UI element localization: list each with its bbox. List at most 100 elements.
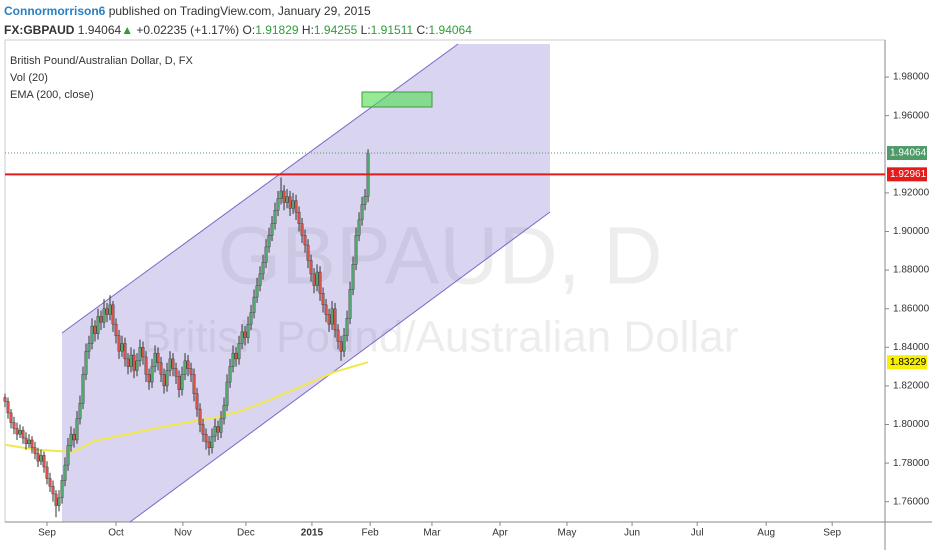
candle-body: [360, 204, 364, 221]
l-label: L:: [360, 23, 371, 37]
candle-body: [183, 360, 187, 375]
candle-body: [237, 343, 241, 360]
candle-body: [57, 497, 61, 506]
candle-body: [168, 358, 172, 371]
candle-body: [204, 433, 208, 443]
candle-body: [351, 264, 355, 290]
candle-body: [147, 374, 151, 383]
candle-body: [279, 190, 283, 199]
candle-body: [225, 381, 229, 406]
x-tick-label: Nov: [174, 528, 192, 539]
legend-title: British Pound/Australian Dollar, D, FX: [10, 55, 193, 67]
candle-body: [135, 360, 139, 371]
y-tick-label: 1.80000: [893, 419, 930, 430]
last-price-label: 1.94064: [890, 148, 927, 159]
candle-body: [18, 430, 22, 435]
candle-body: [132, 354, 136, 371]
candle-body: [255, 285, 259, 298]
candle-body: [45, 466, 49, 479]
candle-body: [99, 316, 103, 323]
x-tick-label: Dec: [237, 528, 255, 539]
candle-body: [48, 478, 52, 487]
candle-body: [156, 352, 160, 363]
candle-body: [162, 374, 166, 387]
candle-body: [60, 480, 64, 499]
x-tick-label: Feb: [362, 528, 380, 539]
candle-body: [243, 331, 247, 338]
last-price-label-box: [887, 146, 927, 161]
y-tick-label: 1.90000: [893, 226, 930, 237]
c-label: C:: [416, 23, 429, 37]
candle-body: [189, 368, 193, 375]
c-value: 1.94064: [428, 23, 472, 37]
candle-body: [234, 352, 238, 360]
level-price-label: 1.92961: [890, 169, 927, 180]
x-tick-label: Sep: [823, 528, 841, 539]
symbol: FX:GBPAUD: [4, 23, 75, 37]
symbol-line: FX:GBPAUD 1.94064▲ +0.02235 (+1.17%) O:1…: [4, 21, 472, 40]
legend-ema: EMA (200, close): [10, 89, 94, 101]
candle-body: [318, 271, 322, 294]
candle-body: [144, 356, 148, 375]
x-tick-label: Mar: [423, 528, 441, 539]
y-tick-label: 1.76000: [893, 496, 930, 507]
candle-body: [336, 329, 340, 342]
candle-body: [324, 304, 328, 315]
o-value: 1.91829: [255, 23, 299, 37]
candle-body: [354, 235, 358, 265]
candle-body: [282, 190, 286, 203]
published: published on TradingView.com, January 29…: [108, 4, 371, 18]
candle-body: [9, 412, 13, 423]
candle-body: [363, 195, 367, 205]
candle-body: [66, 445, 70, 466]
candle-body: [333, 308, 337, 331]
candle-body: [240, 331, 244, 344]
candle-body: [93, 325, 97, 334]
candle-body: [306, 244, 310, 261]
candle-body: [228, 366, 232, 383]
h-value: 1.94255: [313, 23, 358, 37]
candle-body: [357, 219, 361, 236]
y-tick-label: 1.78000: [893, 458, 930, 469]
x-tick-label: Oct: [108, 528, 124, 539]
candle-body: [126, 358, 130, 367]
o-label: O:: [242, 23, 256, 37]
candle-body: [141, 347, 145, 358]
candle-body: [312, 273, 316, 286]
y-tick-label: 1.96000: [893, 110, 930, 121]
candle-body: [327, 314, 331, 325]
y-tick-label: 1.88000: [893, 265, 930, 276]
candle-body: [174, 368, 178, 377]
candle-body: [138, 347, 142, 362]
level-price-label-box: [887, 167, 927, 182]
candle-body: [54, 493, 58, 506]
author[interactable]: Connormorrison6: [4, 4, 106, 18]
y-tick-label: 1.82000: [893, 381, 930, 392]
h-label: H:: [301, 23, 314, 37]
candle-body: [294, 200, 298, 213]
candle-body: [270, 223, 274, 236]
candle-body: [321, 293, 325, 306]
candle-body: [309, 260, 313, 275]
candle-body: [84, 350, 88, 375]
candle-body: [51, 486, 55, 495]
candle-body: [177, 376, 181, 390]
channel-lower[interactable]: [129, 211, 551, 523]
candle-body: [273, 210, 277, 224]
channel-fill[interactable]: [62, 44, 550, 522]
candle-body: [186, 360, 190, 369]
candle-body: [171, 358, 175, 369]
candle-body: [15, 428, 19, 435]
candle-body: [12, 422, 16, 429]
y-tick-label: 1.84000: [893, 342, 930, 353]
candle-body: [216, 426, 220, 433]
candle-body: [210, 435, 214, 448]
candle-body: [303, 235, 307, 246]
target-box[interactable]: [361, 91, 433, 108]
candle-body: [33, 447, 37, 454]
legend-volume: Vol (20): [10, 72, 48, 84]
candle-body: [264, 246, 268, 263]
candle-body: [30, 439, 34, 448]
candle-body: [222, 405, 226, 419]
